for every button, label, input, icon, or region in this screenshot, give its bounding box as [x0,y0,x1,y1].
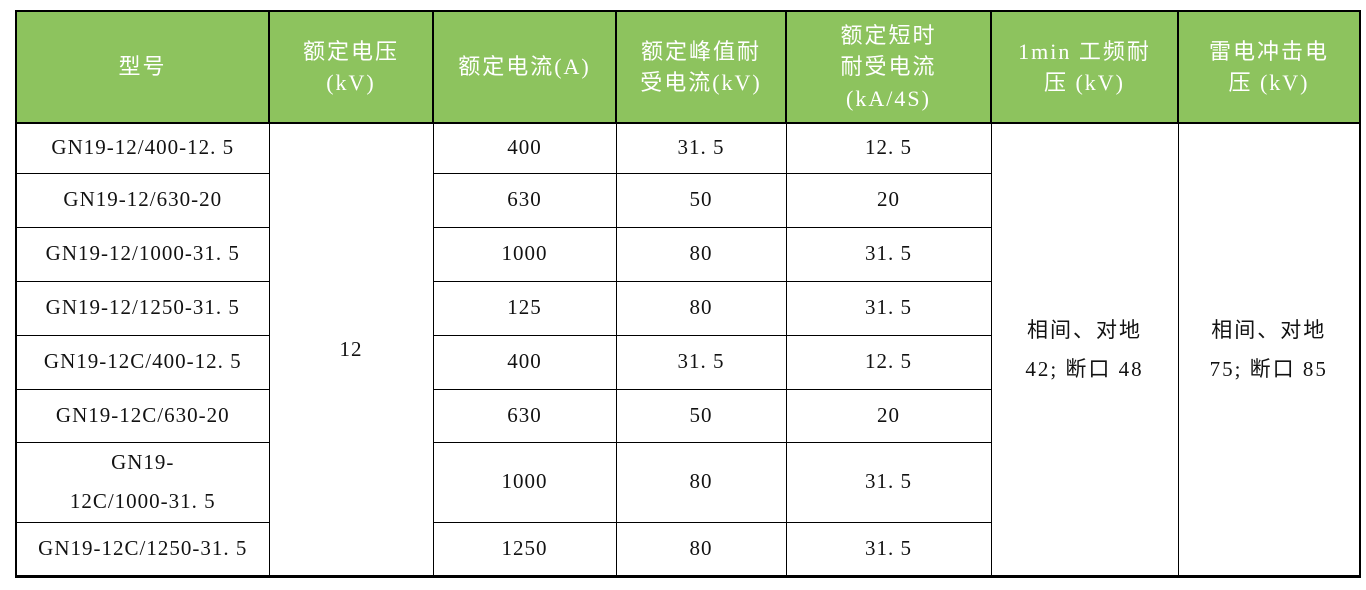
power-frequency-merged-cell: 相间、对地 42; 断口 48 [990,122,1179,578]
short-time-cell: 31. 5 [785,226,992,282]
short-time-cell: 20 [785,172,992,228]
short-time-cell: 12. 5 [785,334,992,390]
peak-cell: 50 [615,388,787,443]
header-rated-voltage: 额定电压 (kV) [268,10,434,124]
header-row: 型号 额定电压 (kV) 额定电流(A) 额定峰值耐 受电流(kV) 额定短时 … [15,10,1361,124]
model-cell: GN19-12/1000-31. 5 [15,226,270,282]
short-time-cell: 20 [785,388,992,443]
peak-cell: 80 [615,522,787,578]
current-cell: 630 [432,172,617,228]
peak-cell: 80 [615,280,787,336]
model-cell: GN19-12C/630-20 [15,388,270,443]
current-cell: 400 [432,334,617,390]
current-cell: 630 [432,388,617,443]
peak-cell: 50 [615,172,787,228]
peak-cell: 80 [615,226,787,282]
current-cell: 1000 [432,441,617,524]
header-model: 型号 [15,10,270,124]
short-time-cell: 31. 5 [785,280,992,336]
model-cell: GN19-12/400-12. 5 [15,122,270,174]
table-row: GN19-12/630-20 630 50 20 [15,172,1360,228]
short-time-cell: 31. 5 [785,522,992,578]
table-row: GN19-12/400-12. 5 12 400 31. 5 12. 5 相间、… [15,122,1361,578]
model-cell: GN19-12/630-20 [15,172,270,228]
table-row: GN19-12/1000-31. 5 1000 80 31. 5 [15,226,1360,282]
current-cell: 1000 [432,226,617,282]
current-cell: 1250 [432,522,617,578]
table-row: GN19- 12C/1000-31. 5 1000 80 31. 5 [15,441,1360,524]
header-short-time-withstand-current: 额定短时 耐受电流 (kA/4S) [785,10,992,124]
table-row: GN19-12/1250-31. 5 125 80 31. 5 [15,280,1360,336]
model-cell: GN19-12/1250-31. 5 [15,280,270,336]
short-time-cell: 12. 5 [785,122,992,174]
short-time-cell: 31. 5 [785,441,992,524]
rated-voltage-merged-cell: 12 [268,122,434,578]
peak-cell: 31. 5 [615,334,787,390]
header-peak-withstand-current: 额定峰值耐 受电流(kV) [615,10,787,124]
table-row: GN19-12C/400-12. 5 400 31. 5 12. 5 [15,334,1360,390]
model-cell: GN19- 12C/1000-31. 5 [15,441,270,524]
model-cell: GN19-12C/1250-31. 5 [15,522,270,578]
current-cell: 125 [432,280,617,336]
peak-cell: 31. 5 [615,122,787,174]
table-row: GN19-12C/1250-31. 5 1250 80 31. 5 [15,522,1360,578]
header-rated-current: 额定电流(A) [432,10,617,124]
spec-table: 型号 额定电压 (kV) 额定电流(A) 额定峰值耐 受电流(kV) 额定短时 … [15,10,1361,579]
lightning-impulse-merged-cell: 相间、对地 75; 断口 85 [1177,122,1361,578]
header-lightning-impulse: 雷电冲击电 压 (kV) [1177,10,1361,124]
model-cell: GN19-12C/400-12. 5 [15,334,270,390]
current-cell: 400 [432,122,617,174]
header-power-frequency-withstand: 1min 工频耐 压 (kV) [990,10,1179,124]
peak-cell: 80 [615,441,787,524]
table-row: GN19-12C/630-20 630 50 20 [15,388,1360,443]
